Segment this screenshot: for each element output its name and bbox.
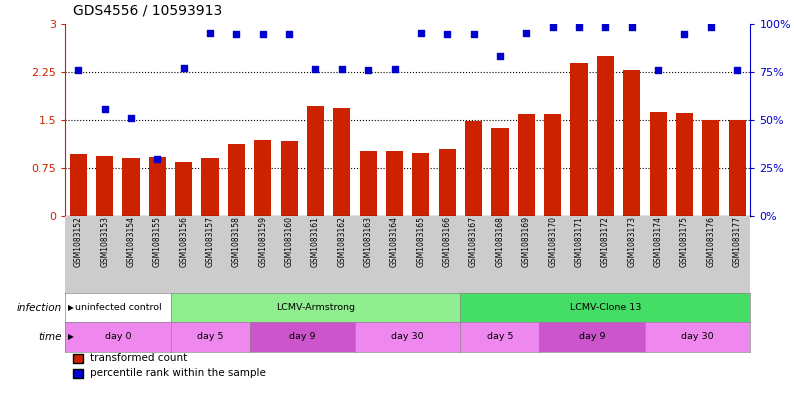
Bar: [70, 154, 87, 216]
Bar: [360, 151, 376, 216]
Bar: [676, 113, 693, 216]
Text: GSM1083163: GSM1083163: [364, 216, 372, 267]
Point: [125, 115, 137, 121]
Bar: [175, 162, 192, 216]
Text: ▶: ▶: [67, 332, 73, 342]
Bar: [570, 63, 588, 216]
Text: day 30: day 30: [681, 332, 714, 342]
Point: [309, 66, 322, 72]
Text: GSM1083157: GSM1083157: [206, 216, 214, 267]
Bar: [465, 121, 482, 216]
Text: day 9: day 9: [579, 332, 606, 342]
Text: GSM1083168: GSM1083168: [495, 216, 504, 267]
Text: GSM1083159: GSM1083159: [258, 216, 268, 267]
Text: GSM1083152: GSM1083152: [74, 216, 83, 267]
Text: GSM1083164: GSM1083164: [390, 216, 399, 267]
Text: GSM1083161: GSM1083161: [311, 216, 320, 267]
Bar: [439, 149, 456, 216]
Point: [388, 65, 401, 72]
Point: [494, 53, 507, 59]
Text: transformed count: transformed count: [90, 353, 187, 364]
Text: LCMV-Armstrong: LCMV-Armstrong: [276, 303, 355, 312]
Point: [599, 24, 611, 30]
Text: day 5: day 5: [197, 332, 223, 342]
Bar: [148, 157, 166, 216]
Text: GSM1083174: GSM1083174: [653, 216, 662, 267]
Bar: [228, 143, 245, 216]
Point: [256, 31, 269, 37]
Bar: [544, 114, 561, 216]
Text: GSM1083171: GSM1083171: [575, 216, 584, 267]
Bar: [491, 128, 508, 216]
Point: [626, 24, 638, 30]
Point: [520, 30, 533, 37]
Point: [283, 31, 295, 37]
Bar: [280, 141, 298, 216]
Text: day 9: day 9: [289, 332, 315, 342]
Bar: [122, 158, 140, 216]
Point: [678, 31, 691, 37]
Text: GSM1083175: GSM1083175: [680, 216, 689, 267]
Text: GSM1083158: GSM1083158: [232, 216, 241, 267]
Point: [98, 106, 111, 112]
Point: [336, 66, 349, 72]
Text: GSM1083172: GSM1083172: [601, 216, 610, 267]
Text: GSM1083153: GSM1083153: [100, 216, 109, 267]
Text: GSM1083177: GSM1083177: [733, 216, 742, 267]
Bar: [518, 114, 535, 216]
Bar: [623, 70, 640, 216]
Text: time: time: [38, 332, 62, 342]
Text: GSM1083160: GSM1083160: [284, 216, 294, 267]
Bar: [307, 107, 324, 216]
Bar: [729, 120, 746, 216]
Point: [72, 67, 85, 73]
Point: [652, 67, 665, 73]
Bar: [702, 120, 719, 216]
Text: GSM1083156: GSM1083156: [179, 216, 188, 267]
Text: infection: infection: [17, 303, 62, 312]
Text: uninfected control: uninfected control: [75, 303, 161, 312]
Point: [546, 24, 559, 30]
Text: GSM1083166: GSM1083166: [443, 216, 452, 267]
Text: GSM1083173: GSM1083173: [627, 216, 636, 267]
Point: [414, 29, 427, 36]
Bar: [649, 112, 667, 216]
Point: [467, 31, 480, 37]
Point: [572, 24, 585, 30]
Text: GSM1083176: GSM1083176: [707, 216, 715, 267]
Text: GSM1083167: GSM1083167: [469, 216, 478, 267]
Text: GDS4556 / 10593913: GDS4556 / 10593913: [73, 4, 222, 18]
Text: GSM1083169: GSM1083169: [522, 216, 531, 267]
Text: GSM1083154: GSM1083154: [126, 216, 136, 267]
Text: LCMV-Clone 13: LCMV-Clone 13: [569, 303, 641, 312]
Text: percentile rank within the sample: percentile rank within the sample: [90, 368, 266, 378]
Point: [204, 29, 217, 36]
Text: GSM1083170: GSM1083170: [548, 216, 557, 267]
Bar: [202, 158, 218, 216]
Point: [151, 156, 164, 162]
Text: day 5: day 5: [487, 332, 513, 342]
Text: GSM1083162: GSM1083162: [337, 216, 346, 267]
Bar: [96, 156, 114, 216]
Bar: [333, 108, 350, 216]
Point: [730, 67, 743, 73]
Bar: [386, 151, 403, 216]
Point: [230, 31, 243, 37]
Text: ▶: ▶: [67, 303, 73, 312]
Point: [441, 31, 453, 37]
Text: GSM1083165: GSM1083165: [416, 216, 426, 267]
Bar: [254, 140, 272, 216]
Text: day 0: day 0: [105, 332, 131, 342]
Point: [704, 24, 717, 30]
Bar: [412, 152, 430, 216]
Text: GSM1083155: GSM1083155: [153, 216, 162, 267]
Text: day 30: day 30: [391, 332, 424, 342]
Point: [177, 65, 190, 71]
Bar: [597, 56, 614, 216]
Point: [362, 67, 375, 73]
